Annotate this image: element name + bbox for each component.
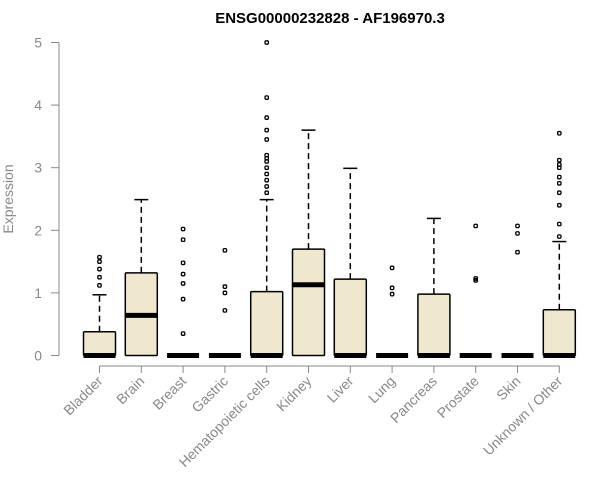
- y-tick-label: 0: [34, 348, 42, 364]
- box-bladder: [82, 254, 117, 358]
- outlier-point: [264, 165, 270, 171]
- x-tick-label: Skin: [493, 373, 524, 404]
- outlier-point: [556, 174, 562, 180]
- outlier-point: [473, 223, 479, 229]
- outlier-point: [180, 331, 186, 336]
- x-tick-label: Lung: [365, 373, 398, 406]
- y-tick-label: 1: [34, 285, 42, 301]
- outlier-point: [389, 291, 395, 297]
- y-tick-label: 3: [34, 160, 42, 176]
- box-gastric: [208, 247, 241, 358]
- box-hematopoietic-cells: [249, 40, 284, 358]
- x-tick-label: Brain: [113, 373, 147, 407]
- box-unknown-other: [542, 130, 577, 358]
- x-tick-label: Prostate: [434, 373, 482, 421]
- outlier-point: [556, 221, 562, 227]
- outlier-point: [264, 190, 270, 196]
- outlier-point: [180, 260, 186, 266]
- outlier-point: [515, 249, 520, 255]
- y-tick-label: 4: [34, 97, 42, 113]
- outlier-point: [556, 234, 562, 239]
- outlier-point: [556, 202, 562, 208]
- outlier-point: [264, 171, 270, 177]
- outlier-point: [264, 137, 270, 142]
- outlier-point: [222, 247, 228, 253]
- outlier-point: [264, 115, 270, 120]
- outlier-point: [97, 266, 102, 272]
- outlier-point: [97, 254, 102, 260]
- outlier-point: [556, 162, 562, 167]
- box-breast: [167, 226, 200, 358]
- outlier-point: [222, 308, 228, 313]
- outlier-point: [389, 285, 395, 291]
- outlier-point: [389, 265, 395, 271]
- outlier-point: [180, 237, 186, 243]
- outlier-point: [180, 296, 186, 302]
- outlier-point: [97, 259, 102, 264]
- boxes-group: [82, 40, 577, 358]
- outlier-point: [515, 231, 520, 236]
- y-tick-label: 5: [34, 35, 42, 51]
- y-axis: 0 1 2 3 4 5: [34, 35, 60, 364]
- chart-title: ENSG00000232828 - AF196970.3: [215, 10, 445, 27]
- outlier-point: [222, 284, 228, 289]
- box-rect: [417, 293, 451, 357]
- outlier-point: [264, 95, 270, 100]
- outlier-point: [180, 281, 186, 286]
- outlier-point: [264, 127, 270, 133]
- x-tick-label: Breast: [149, 373, 189, 413]
- x-tick-label: Liver: [324, 373, 357, 406]
- outlier-point: [515, 223, 520, 229]
- box-prostate: [459, 223, 492, 358]
- outlier-point: [180, 226, 186, 232]
- y-axis-label: Expression: [0, 164, 16, 233]
- outlier-point: [97, 283, 102, 288]
- outlier-point: [556, 157, 562, 163]
- outlier-point: [556, 130, 562, 136]
- box-liver: [333, 167, 368, 358]
- box-rect: [333, 278, 368, 357]
- outlier-point: [264, 152, 270, 158]
- outlier-point: [556, 180, 562, 186]
- outlier-point: [264, 40, 270, 45]
- box-kidney: [291, 129, 326, 357]
- box-rect: [249, 290, 284, 357]
- box-skin: [501, 223, 534, 358]
- outlier-point: [473, 276, 479, 281]
- x-tick-label: Kidney: [273, 373, 315, 415]
- box-brain: [124, 198, 159, 357]
- box-lung: [376, 265, 409, 358]
- y-tick-label: 2: [34, 222, 42, 238]
- box-rect: [291, 248, 326, 357]
- x-tick-label: Bladder: [60, 373, 106, 419]
- outlier-point: [97, 274, 102, 280]
- outlier-point: [264, 184, 270, 189]
- outlier-point: [222, 290, 228, 296]
- x-tick-label: Unknown / Other: [480, 373, 566, 459]
- outlier-point: [556, 190, 562, 196]
- outlier-point: [264, 177, 270, 183]
- outlier-point: [180, 271, 186, 277]
- box-rect: [542, 309, 577, 357]
- box-pancreas: [417, 217, 451, 358]
- box-rect: [82, 330, 117, 357]
